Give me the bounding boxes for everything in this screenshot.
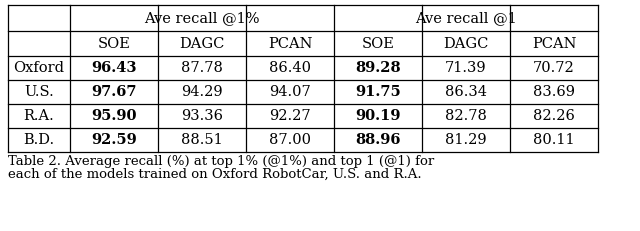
Text: 95.90: 95.90 [92,109,137,123]
Text: Table 2. Average recall (%) at top 1% (@1%) and top 1 (@1) for: Table 2. Average recall (%) at top 1% (@… [8,155,435,168]
Text: 92.59: 92.59 [91,133,137,147]
Text: DAGC: DAGC [179,36,225,51]
Text: U.S.: U.S. [24,85,54,99]
Text: 93.36: 93.36 [181,109,223,123]
Text: Oxford: Oxford [13,61,65,75]
Text: 94.29: 94.29 [181,85,223,99]
Text: 87.78: 87.78 [181,61,223,75]
Text: 71.39: 71.39 [445,61,487,75]
Text: 83.69: 83.69 [533,85,575,99]
Text: 86.34: 86.34 [445,85,487,99]
Text: Ave recall @1%: Ave recall @1% [144,11,260,25]
Text: R.A.: R.A. [24,109,54,123]
Text: 82.78: 82.78 [445,109,487,123]
Text: 91.75: 91.75 [355,85,401,99]
Text: SOE: SOE [97,36,131,51]
Text: PCAN: PCAN [268,36,312,51]
Text: 81.29: 81.29 [445,133,487,147]
Text: PCAN: PCAN [532,36,576,51]
Text: each of the models trained on Oxford RobotCar, U.S. and R.A.: each of the models trained on Oxford Rob… [8,167,422,180]
Text: 94.07: 94.07 [269,85,311,99]
Text: 90.19: 90.19 [355,109,401,123]
Text: 89.28: 89.28 [355,61,401,75]
Text: 97.67: 97.67 [92,85,137,99]
Text: Ave recall @1: Ave recall @1 [415,11,517,25]
Text: B.D.: B.D. [24,133,54,147]
Text: 88.51: 88.51 [181,133,223,147]
Text: 80.11: 80.11 [533,133,575,147]
Text: SOE: SOE [362,36,394,51]
Text: 82.26: 82.26 [533,109,575,123]
Text: 92.27: 92.27 [269,109,311,123]
Text: 96.43: 96.43 [92,61,137,75]
Text: 87.00: 87.00 [269,133,311,147]
Text: 88.96: 88.96 [355,133,401,147]
Text: 70.72: 70.72 [533,61,575,75]
Text: 86.40: 86.40 [269,61,311,75]
Text: DAGC: DAGC [444,36,489,51]
